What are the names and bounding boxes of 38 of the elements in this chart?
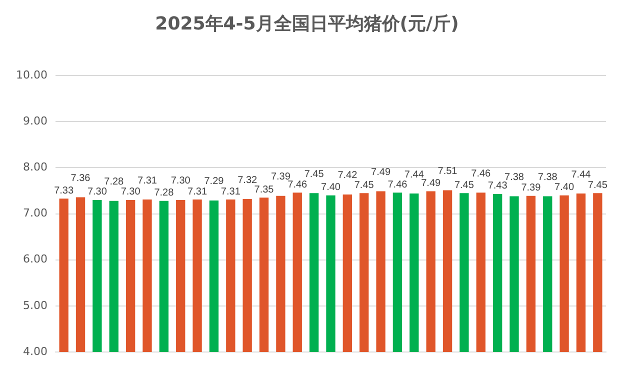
data-label: 7.43 <box>488 180 508 192</box>
data-label: 7.39 <box>521 182 542 194</box>
data-label: 7.45 <box>454 180 474 191</box>
data-label: 7.31 <box>138 175 158 186</box>
data-label: 7.30 <box>87 186 108 198</box>
data-label: 7.36 <box>70 172 91 184</box>
data-label: 7.38 <box>538 172 558 184</box>
data-label: 7.32 <box>238 174 258 186</box>
data-label: 7.44 <box>404 169 424 180</box>
data-label: 7.40 <box>321 182 341 194</box>
data-label: 7.29 <box>204 176 224 188</box>
y-tick-label: 9.00 <box>22 114 48 128</box>
data-label: 7.45 <box>354 180 374 191</box>
y-tick-label: 8.00 <box>22 160 48 174</box>
data-label: 7.30 <box>170 176 191 187</box>
data-label: 7.31 <box>220 186 241 198</box>
data-label: 7.42 <box>338 170 358 182</box>
y-tick-label: 5.00 <box>22 298 48 312</box>
data-label: 7.44 <box>571 169 592 180</box>
data-label: 7.35 <box>254 184 274 196</box>
data-label: 7.30 <box>120 186 141 198</box>
data-label: 7.46 <box>388 179 408 190</box>
data-label: 7.51 <box>438 166 458 178</box>
data-label: 7.45 <box>588 180 608 191</box>
y-tick-label: 4.00 <box>22 344 48 358</box>
data-label: 7.28 <box>104 176 124 188</box>
data-label: 7.49 <box>421 178 442 189</box>
chart-title: 2025年4-5月全国日平均猪价(元/斤) <box>155 13 459 34</box>
data-label: 7.33 <box>54 185 74 196</box>
data-label: 7.31 <box>188 186 208 198</box>
data-label: 7.49 <box>371 166 391 178</box>
data-label: 7.40 <box>554 182 574 194</box>
data-label: 7.45 <box>304 168 324 180</box>
data-label: 7.28 <box>154 188 174 199</box>
y-tick-label: 7.00 <box>22 206 48 220</box>
data-label: 7.46 <box>471 168 492 180</box>
y-tick-label: 6.00 <box>22 252 48 266</box>
y-tick-label: 10.00 <box>16 68 48 82</box>
